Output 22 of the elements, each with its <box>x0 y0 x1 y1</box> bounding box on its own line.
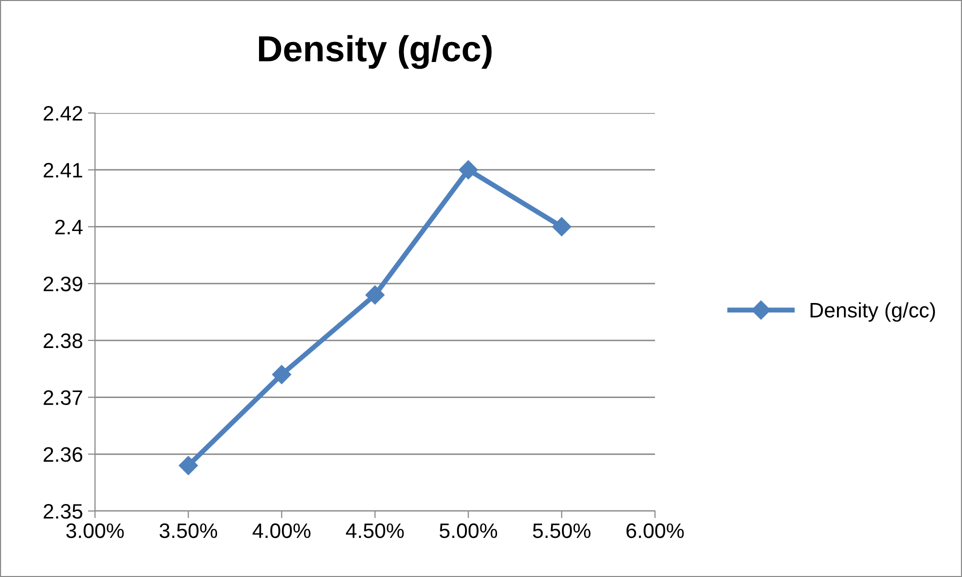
y-tick-label: 2.36 <box>44 447 82 462</box>
y-tick-label: 2.41 <box>44 162 82 178</box>
point <box>272 365 292 384</box>
y-tick-label: 2.38 <box>44 333 82 348</box>
chart-title: Density (g/cc) <box>259 35 492 69</box>
point <box>365 285 385 304</box>
y-tick-label: 2.4 <box>55 220 83 234</box>
y-tick-label: 2.39 <box>44 276 82 292</box>
y-tick-label: 2.37 <box>44 390 82 406</box>
point <box>552 217 572 236</box>
legend-label: Density (g/cc) <box>810 302 935 322</box>
x-tick-label: 3.50% <box>160 523 218 538</box>
point <box>178 456 198 476</box>
x-tick-label: 5.50% <box>532 523 590 538</box>
x-tick-label: 6.00% <box>626 523 684 538</box>
x-tick-label: 4.50% <box>346 523 404 538</box>
point <box>458 160 478 180</box>
x-tick-label: 4.00% <box>252 523 310 538</box>
y-tick-label: 2.35 <box>44 504 82 519</box>
x-tick-label: 3.00% <box>66 523 124 538</box>
x-tick-label: 5.00% <box>440 523 498 538</box>
y-tick-label: 2.42 <box>44 106 82 121</box>
